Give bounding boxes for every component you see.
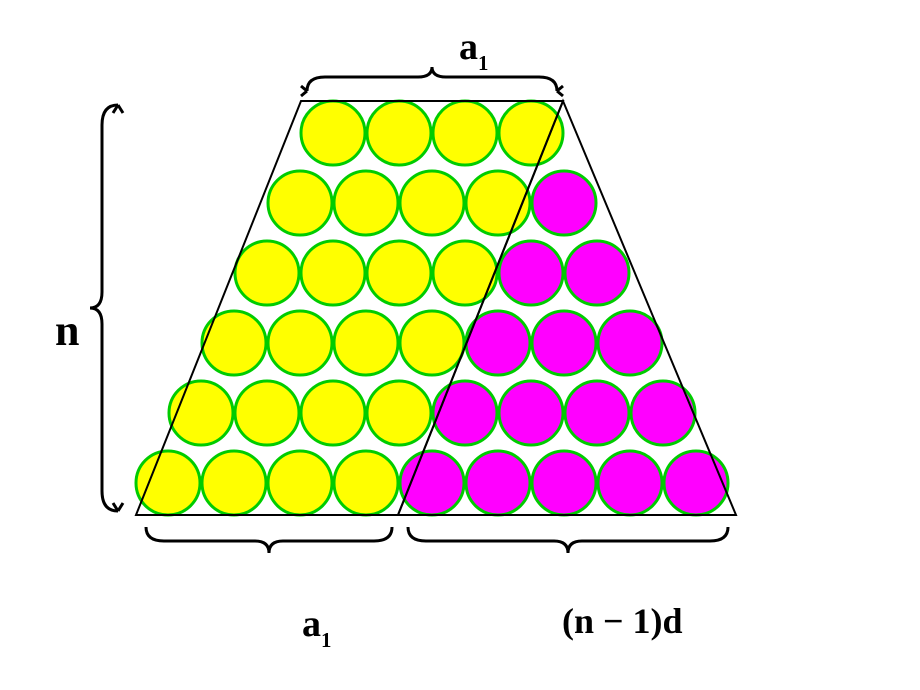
circle-yellow	[499, 101, 563, 165]
circle-yellow	[400, 171, 464, 235]
circle-yellow	[334, 311, 398, 375]
circle-magenta	[598, 311, 662, 375]
circle-yellow	[202, 451, 266, 515]
circle-magenta	[532, 451, 596, 515]
brace-top-a1	[307, 67, 557, 91]
circle-magenta	[565, 241, 629, 305]
brace-bottom-a1	[146, 527, 392, 553]
circle-magenta	[466, 451, 530, 515]
brace-left-n	[90, 105, 118, 511]
circle-yellow	[334, 451, 398, 515]
circle-magenta	[499, 381, 563, 445]
circle-magenta	[532, 171, 596, 235]
label-bottom-a1: a1	[302, 602, 331, 651]
circle-yellow	[268, 311, 332, 375]
circle-yellow	[235, 381, 299, 445]
label-left-n: n	[55, 305, 79, 356]
circle-yellow	[367, 381, 431, 445]
circle-yellow	[433, 101, 497, 165]
circle-magenta	[433, 381, 497, 445]
circle-yellow	[367, 101, 431, 165]
circle-magenta	[400, 451, 464, 515]
circle-yellow	[334, 171, 398, 235]
circle-yellow	[202, 311, 266, 375]
arithmetic-series-diagram	[0, 0, 920, 690]
circle-magenta	[631, 381, 695, 445]
circle-yellow	[169, 381, 233, 445]
circle-yellow	[301, 101, 365, 165]
brace-bottom-nd	[408, 527, 728, 553]
circle-yellow	[235, 241, 299, 305]
circle-yellow	[268, 171, 332, 235]
circle-magenta	[598, 451, 662, 515]
circle-yellow	[301, 241, 365, 305]
circle-yellow	[433, 241, 497, 305]
circle-yellow	[466, 171, 530, 235]
circle-magenta	[664, 451, 728, 515]
label-bottom-nd: (n − 1)d	[562, 600, 683, 642]
circle-magenta	[565, 381, 629, 445]
circles-group	[136, 101, 728, 515]
circle-magenta	[532, 311, 596, 375]
label-top-a1: a1	[459, 25, 488, 74]
circle-yellow	[400, 311, 464, 375]
circle-yellow	[367, 241, 431, 305]
circle-yellow	[301, 381, 365, 445]
circle-magenta	[499, 241, 563, 305]
circle-yellow	[136, 451, 200, 515]
circle-yellow	[268, 451, 332, 515]
